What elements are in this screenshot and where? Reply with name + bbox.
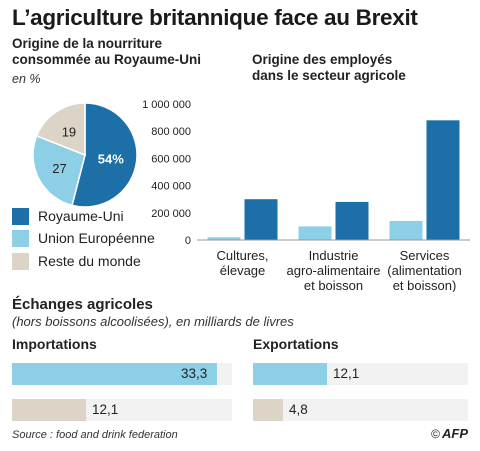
legend-label-world: Reste du monde <box>38 253 141 269</box>
bar-eu <box>298 226 332 240</box>
exports-label: Exportations <box>253 336 339 352</box>
employees-bar-chart: 0 200 000 400 000 600 000 800 000 1 000 000 Cu… <box>142 99 470 292</box>
legend-swatch-uk <box>12 208 29 225</box>
imports-eu-bar <box>12 363 217 385</box>
pie-slice-eu <box>32 134 86 207</box>
y-tick-label: 0 <box>185 235 191 247</box>
imports-label: Importations <box>12 336 97 352</box>
trade-title: Échanges agricoles <box>12 296 153 313</box>
employees-title-line2: dans le secteur agricole <box>252 68 406 83</box>
copyright-icon: © <box>431 427 440 441</box>
imports-eu-track: 33,3 <box>12 363 232 385</box>
bar-uk <box>426 120 460 240</box>
employees-title-line1: Origine des employés <box>252 52 393 67</box>
x-category-label: Services (alimentation et boisson) <box>387 248 461 292</box>
exports-world-value: 4,8 <box>289 402 308 417</box>
y-tick-label: 1 000 000 <box>142 99 191 111</box>
y-tick-label: 800 000 <box>151 126 191 138</box>
food-origin-unit: en % <box>12 72 41 86</box>
exports-eu-value: 12,1 <box>333 366 360 381</box>
source-note: Source : food and drink federation <box>12 429 178 441</box>
legend-swatch-world <box>12 253 29 270</box>
x-category-label: Industrie agro-alimentaire et boisson <box>287 248 381 292</box>
exports-eu-track: 12,1 <box>253 363 468 385</box>
employees-title: Origine des employés dans le secteur agr… <box>252 52 406 84</box>
page-title: L’agriculture britannique face au Brexit <box>12 5 418 30</box>
exports-world-bar <box>253 399 283 421</box>
food-origin-title-line1: Origine de la nourriture <box>12 36 163 51</box>
bar-uk <box>335 201 369 240</box>
legend-label-eu: Union Européenne <box>38 230 155 246</box>
legend-label-uk: Royaume-Uni <box>38 208 124 224</box>
pie-label-uk: 54% <box>98 151 124 166</box>
afp-logo: © AFP <box>431 426 468 441</box>
legend-swatch-eu <box>12 230 29 247</box>
pie-label-world: 19 <box>62 124 76 139</box>
food-origin-title-line2: consommée au Royaume-Uni <box>12 52 202 67</box>
food-origin-title: Origine de la nourriture consommée au Ro… <box>12 36 201 68</box>
y-tick-label: 400 000 <box>151 181 191 193</box>
pie-slice-uk <box>71 102 138 208</box>
exports-world-track: 4,8 <box>253 399 468 421</box>
exports-eu-bar <box>253 363 327 385</box>
y-tick-label: 600 000 <box>151 153 191 165</box>
imports-world-track: 12,1 <box>12 399 232 421</box>
bar-eu <box>389 220 423 240</box>
imports-world-value: 12,1 <box>92 402 119 417</box>
imports-eu-value: 33,3 <box>181 366 208 381</box>
food-origin-pie-chart: 54% 27 19 <box>32 102 138 208</box>
trade-note: (hors boissons alcoolisées), en milliard… <box>12 314 294 329</box>
y-tick-label: 200 000 <box>151 208 191 220</box>
x-category-label: Cultures, élevage <box>216 248 268 278</box>
imports-world-bar <box>12 399 86 421</box>
bar-eu <box>207 237 241 240</box>
bar-uk <box>244 199 278 240</box>
pie-label-eu: 27 <box>52 161 66 176</box>
afp-logo-text: AFP <box>442 426 468 441</box>
pie-slice-world <box>35 102 86 157</box>
